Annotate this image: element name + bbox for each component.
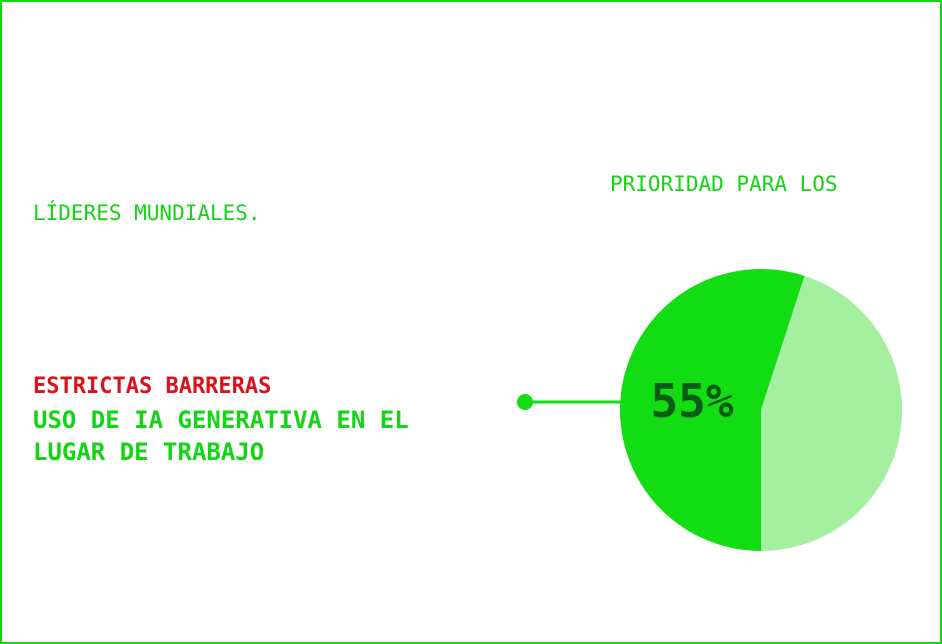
- title-line-1: PRIORIDAD PARA LOS: [610, 172, 838, 196]
- callout-description: USO DE IA GENERATIVA EN EL LUGAR DE TRAB…: [33, 404, 409, 468]
- pie-percent-label: 55%: [650, 374, 733, 428]
- pie-slice-rest: [761, 275, 903, 551]
- description-line-1: USO DE IA GENERATIVA EN EL: [33, 406, 409, 434]
- pie-slice-main: [620, 268, 805, 551]
- title-line-2: LÍDERES MUNDIALES.: [33, 201, 261, 225]
- description-line-2: LUGAR DE TRABAJO: [33, 438, 265, 466]
- callout-connector-dot: [517, 394, 533, 410]
- barrier-label: ESTRICTAS BARRERAS: [33, 374, 272, 399]
